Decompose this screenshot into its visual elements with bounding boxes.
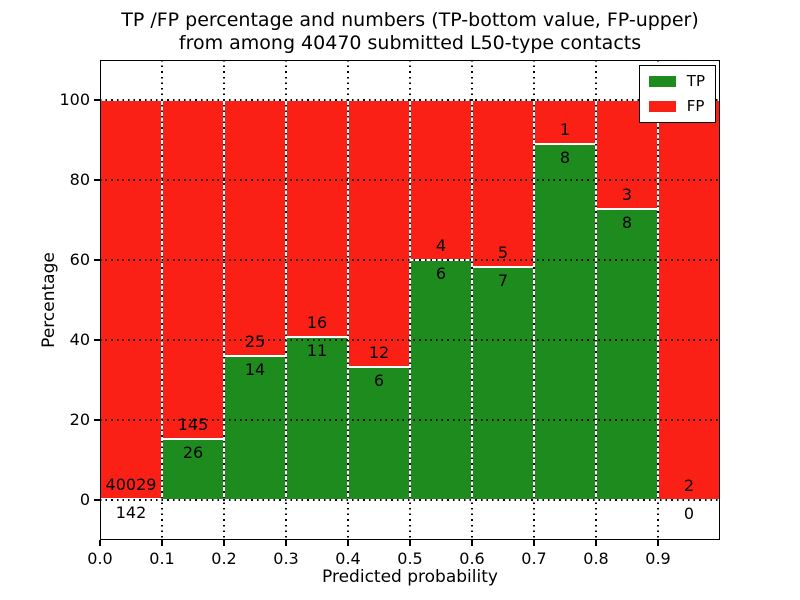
legend-entry-TP: TP [648, 72, 705, 90]
bar-label-tp-0.7-0.8: 8 [559, 148, 571, 168]
gridline-x-0.7 [533, 60, 535, 540]
bar-label-tp-0.1-0.2: 26 [182, 443, 204, 463]
bar-tp-0.3-0.4 [286, 337, 348, 500]
y-tick-40 [94, 339, 100, 341]
gridline-x-0.9 [657, 60, 659, 540]
y-tick-20 [94, 419, 100, 421]
bar-label-fp-0.6-0.7: 5 [497, 242, 509, 262]
y-tick-100 [94, 99, 100, 101]
chart-title: TP /FP percentage and numbers (TP-bottom… [100, 9, 720, 55]
y-tick-label-20: 20 [69, 410, 90, 429]
legend-swatch-FP [648, 101, 676, 112]
x-tick-0.7 [533, 540, 535, 546]
bar-label-fp-0.7-0.8: 1 [559, 120, 571, 140]
bar-tp-0.6-0.7 [472, 266, 534, 500]
bar-fp-0.6-0.7 [472, 100, 534, 267]
x-tick-label-0.8: 0.8 [583, 549, 609, 568]
gridline-x-0.5 [409, 60, 411, 540]
gridline-x-0.8 [595, 60, 597, 540]
x-tick-0.8 [595, 540, 597, 546]
bar-tp-0.8-0.9 [596, 209, 658, 500]
y-tick-80 [94, 179, 100, 181]
bar-label-fp-0.9-1: 2 [683, 476, 695, 495]
x-tick-0.6 [471, 540, 473, 546]
bar-label-tp-0.5-0.6: 6 [435, 264, 447, 283]
bar-label-tp-0.4-0.5: 6 [373, 370, 385, 390]
bar-fp-0.2-0.3 [224, 100, 286, 357]
x-tick-0.1 [161, 540, 163, 546]
x-tick-0.0 [99, 540, 101, 546]
x-tick-0.5 [409, 540, 411, 546]
x-tick-label-0.5: 0.5 [397, 549, 423, 568]
bar-label-fp-0.5-0.6: 4 [435, 236, 447, 255]
y-tick-label-0: 0 [79, 490, 90, 509]
x-tick-0.3 [285, 540, 287, 546]
bar-label-tp-0.3-0.4: 11 [306, 341, 328, 361]
legend-label-FP: FP [686, 97, 705, 115]
bar-label-fp-0-0.1: 40029 [105, 474, 157, 494]
y-tick-label-100: 100 [59, 90, 90, 109]
bar-label-fp-0.2-0.3: 25 [244, 332, 266, 352]
bar-fp-0.3-0.4 [286, 100, 348, 338]
x-tick-label-0.0: 0.0 [87, 549, 113, 568]
x-tick-label-0.4: 0.4 [335, 549, 361, 568]
bar-label-tp-0.8-0.9: 8 [621, 213, 633, 233]
bar-label-tp-0.9-1: 0 [683, 504, 695, 523]
x-tick-label-0.3: 0.3 [273, 549, 299, 568]
legend-entry-FP: FP [648, 97, 705, 115]
bar-tp-0.5-0.6 [410, 260, 472, 500]
bar-label-fp-0.3-0.4: 16 [306, 313, 328, 333]
gridline-x-0.6 [471, 60, 473, 540]
chart-title-line2: from among 40470 submitted L50-type cont… [178, 32, 642, 54]
legend: TP FP [638, 65, 716, 123]
gridline-x-0.1 [161, 60, 163, 540]
gridline-x-0.4 [347, 60, 349, 540]
y-tick-0 [94, 499, 100, 501]
x-tick-label-0.1: 0.1 [149, 549, 175, 568]
x-tick-label-0.7: 0.7 [521, 549, 547, 568]
bar-label-tp-0.2-0.3: 14 [244, 360, 266, 380]
chart-title-line1: TP /FP percentage and numbers (TP-bottom… [121, 9, 699, 31]
x-tick-0.4 [347, 540, 349, 546]
gridline-x-0.3 [285, 60, 287, 540]
y-tick-60 [94, 259, 100, 261]
bar-fp-0.4-0.5 [348, 100, 410, 367]
gridline-x-0.2 [223, 60, 225, 540]
bar-label-fp-0.4-0.5: 12 [368, 342, 390, 362]
bar-fp-0.1-0.2 [162, 100, 224, 440]
y-tick-label-80: 80 [69, 170, 90, 189]
bar-tp-0.7-0.8 [534, 144, 596, 500]
bar-tp-0.1-0.2 [162, 439, 224, 500]
x-tick-0.9 [657, 540, 659, 546]
x-tick-label-0.2: 0.2 [211, 549, 237, 568]
y-tick-label-40: 40 [69, 330, 90, 349]
bar-label-tp-0.6-0.7: 7 [497, 270, 509, 290]
bar-label-fp-0.1-0.2: 145 [177, 415, 209, 435]
bar-label-fp-0.8-0.9: 3 [621, 185, 633, 205]
plot-area: TP FP 40029 142 145 26 25 14 16 11 12 6 4 6 5 7 1 8 3 8 2 0 [100, 60, 720, 540]
x-tick-label-0.6: 0.6 [459, 549, 485, 568]
y-tick-label-60: 60 [69, 250, 90, 269]
bar-label-tp-0-0.1: 142 [115, 502, 147, 522]
x-tick-0.2 [223, 540, 225, 546]
legend-label-TP: TP [686, 72, 705, 90]
bar-fp-0.9-1 [658, 100, 720, 500]
x-axis-label: Predicted probability [322, 567, 498, 587]
bar-fp-0-0.1 [100, 100, 162, 499]
legend-swatch-TP [648, 76, 676, 87]
x-tick-label-0.9: 0.9 [645, 549, 671, 568]
